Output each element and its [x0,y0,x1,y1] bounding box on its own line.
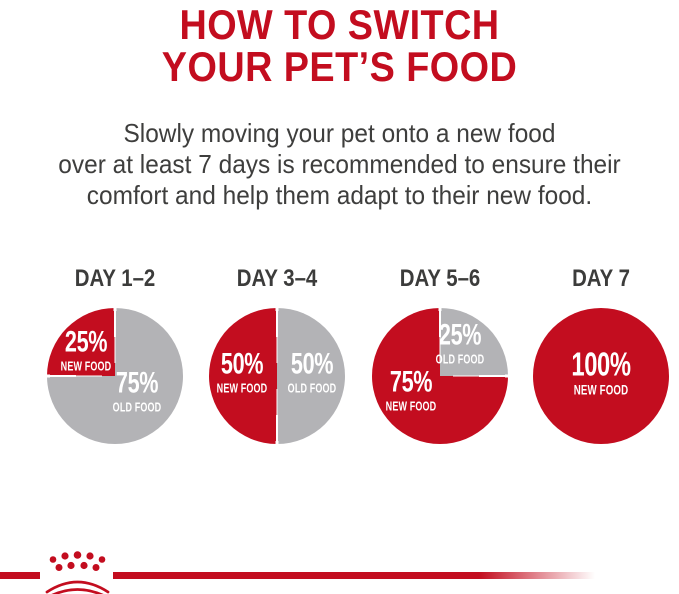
intro-text: Slowly moving your pet onto a new food o… [20,118,658,211]
old-food-percent: 50% [291,347,334,381]
old-food-caption: OLD FOOD [112,400,162,415]
new-food-caption: NEW FOOD [386,398,437,413]
pie-chart-day-5-6: 75% NEW FOOD 25% OLD FOOD [372,308,508,444]
day-3-4-column: DAY 3–4 50% NEW FOOD 50% OLD FOOD [207,266,347,444]
day-5-6-column: DAY 5–6 75% NEW FOOD 25% OLD FOOD [370,266,510,444]
day-3-4-heading: DAY 3–4 [236,265,318,292]
intro-line-1: Slowly moving your pet onto a new food [123,118,556,148]
old-food-percent: 25% [439,318,482,352]
day-1-2-column: DAY 1–2 25% NEW FOOD 75% OLD FOOD [45,266,185,444]
old-food-slice-label: 25% OLD FOOD [436,318,485,367]
title-line-1: HOW TO SWITCH [179,1,500,48]
new-food-slice-label: 25% NEW FOOD [61,327,112,373]
new-food-percent: 25% [65,325,108,359]
crown-arcs [45,580,110,594]
footer-rule-right [113,572,595,579]
new-food-caption: NEW FOOD [216,381,267,396]
pie-chart-day-7: 100% NEW FOOD [533,308,669,444]
pie-chart-day-1-2: 25% NEW FOOD 75% OLD FOOD [47,308,183,444]
new-food-percent: 75% [390,364,433,398]
royal-canin-crown-logo [45,551,110,594]
page-title: HOW TO SWITCH YOUR PET’S FOOD [34,4,645,88]
new-food-caption: NEW FOOD [573,382,629,398]
footer-rule-left [0,572,40,579]
day-5-6-heading: DAY 5–6 [399,265,481,292]
intro-line-3: comfort and help them adapt to their new… [86,180,593,210]
new-food-percent: 100% [571,345,631,383]
new-food-slice-label: 100% NEW FOOD [571,345,631,398]
day-1-2-heading: DAY 1–2 [74,265,156,292]
new-food-slice-label: 75% NEW FOOD [386,364,437,413]
day-7-heading: DAY 7 [572,265,630,292]
old-food-percent: 75% [115,366,159,400]
new-food-percent: 50% [220,347,264,381]
old-food-caption: OLD FOOD [288,381,337,396]
new-food-caption: NEW FOOD [61,359,112,374]
title-line-2: YOUR PET’S FOOD [161,43,518,90]
pie-chart-day-3-4: 50% NEW FOOD 50% OLD FOOD [209,308,345,444]
old-food-slice-label: 50% OLD FOOD [288,349,337,395]
intro-line-2: over at least 7 days is recommended to e… [58,149,621,179]
crown-dots [49,551,106,571]
day-7-column: DAY 7 100% NEW FOOD [531,266,671,444]
old-food-caption: OLD FOOD [436,352,485,367]
old-food-slice-label: 75% OLD FOOD [112,368,161,414]
new-food-slice-label: 50% NEW FOOD [216,349,267,395]
